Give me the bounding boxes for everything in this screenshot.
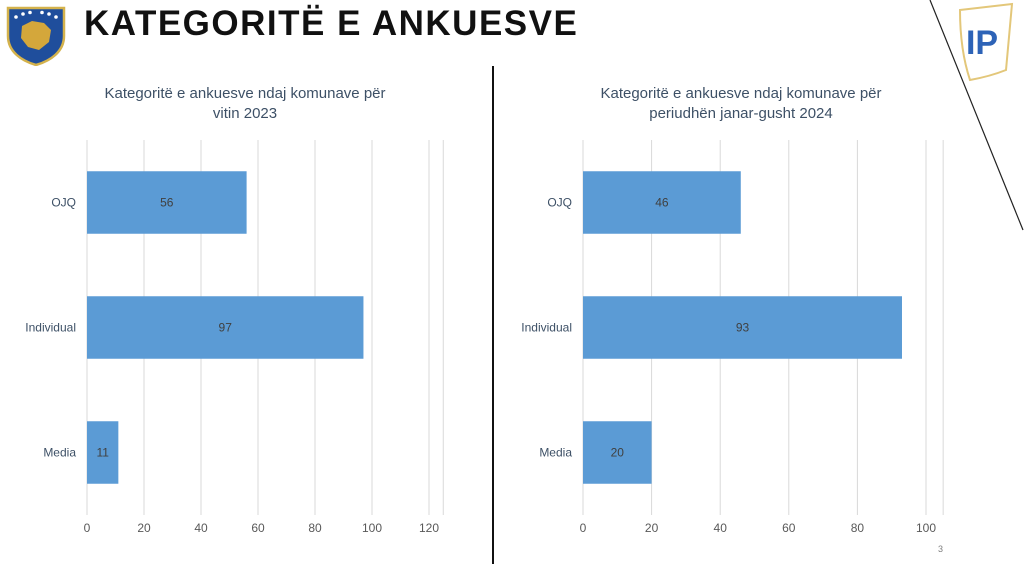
x-tick-label: 40 [714,521,728,535]
bar [87,171,247,234]
x-axis-ticks: 0 20 40 60 80 100 [580,521,937,535]
bar [87,296,364,359]
bar [583,421,652,484]
category-label: OJQ [51,196,76,210]
x-tick-label: 60 [251,521,265,535]
chart-2023: 0 20 40 60 80 100 120 OJQ 56 Individual 97 Media 11 … [0,80,490,540]
chart-title: Kategoritë e ankuesve ndaj komunave për … [496,84,986,124]
x-tick-label: 0 [580,521,587,535]
x-tick-label: 80 [851,521,865,535]
data-label: 93 [736,321,750,335]
data-label: 46 [655,196,669,210]
x-tick-label: 60 [782,521,796,535]
bar [583,296,902,359]
category-label: Individual [25,321,76,335]
chart-2024-plot: 0 20 40 60 80 100 OJQ 46 Individual 93 Media 20 [521,140,944,535]
data-label: 97 [219,321,233,335]
category-label: OJQ [547,196,572,210]
data-label: 11 [96,446,109,460]
page-number: 3 [938,544,944,554]
chart-divider [492,66,494,564]
chart-title-line-2: periudhën janar-gusht 2024 [649,105,833,122]
ip-logo-text: IP [966,24,998,62]
x-tick-label: 0 [84,521,91,535]
kosovo-emblem-icon [6,6,66,66]
chart-2023-plot: 0 20 40 60 80 100 120 OJQ 56 Individual 97 Media 11 [25,140,444,535]
slide-title: KATEGORITË E ANKUESVE [84,4,579,43]
x-tick-label: 20 [645,521,659,535]
bar [583,171,741,234]
category-label: Individual [521,321,572,335]
x-tick-label: 80 [308,521,322,535]
category-label: Media [43,446,76,460]
x-axis-ticks: 0 20 40 60 80 100 120 [84,521,440,535]
x-tick-label: 100 [916,521,936,535]
x-tick-label: 40 [194,521,208,535]
x-tick-label: 120 [419,521,439,535]
chart-2024: 0 20 40 60 80 100 OJQ 46 Individual 93 Media 20 Kat… [496,80,986,540]
chart-title-line-1: Kategoritë e ankuesve ndaj komunave për [600,85,882,102]
data-label: 20 [611,446,625,460]
bar [87,421,119,484]
chart-title-line-1: Kategoritë e ankuesve ndaj komunave për [104,85,386,102]
chart-title: Kategoritë e ankuesve ndaj komunave për … [0,84,490,124]
ip-logo-icon: IP [929,0,1024,231]
x-tick-label: 20 [137,521,151,535]
data-label: 56 [160,196,174,210]
x-tick-label: 100 [362,521,382,535]
chart-title-line-2: vitin 2023 [212,105,278,122]
category-label: Media [539,446,572,460]
